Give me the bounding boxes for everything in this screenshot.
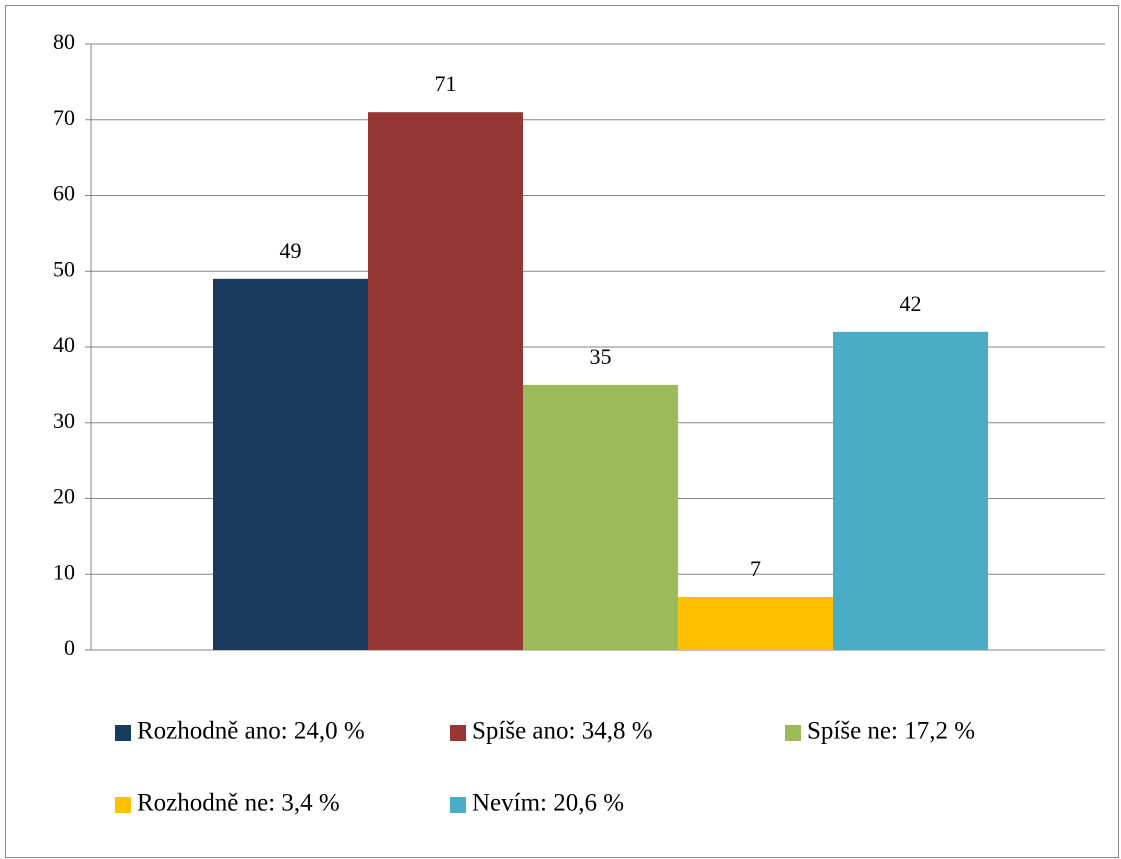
- y-tick-label: 30: [53, 408, 75, 433]
- y-tick-label: 10: [53, 559, 75, 584]
- legend-label: Rozhodně ano: 24,0 %: [137, 718, 365, 745]
- data-label: 71: [435, 71, 457, 96]
- y-tick-label: 60: [53, 181, 75, 206]
- legend-swatch: [450, 725, 466, 741]
- legend-label: Nevím: 20,6 %: [472, 790, 624, 817]
- y-tick-label: 0: [64, 635, 75, 660]
- legend-label: Rozhodně ne: 3,4 %: [137, 790, 340, 817]
- legend-swatch: [785, 725, 801, 741]
- data-label: 49: [280, 238, 302, 263]
- data-label: 7: [750, 556, 761, 581]
- legend-swatch: [450, 797, 466, 813]
- data-label: 42: [900, 291, 922, 316]
- legend-swatch: [115, 725, 131, 741]
- legend-label: Spíše ne: 17,2 %: [807, 718, 975, 745]
- bar: [213, 278, 368, 650]
- y-tick-label: 50: [53, 256, 75, 281]
- data-label: 35: [590, 344, 612, 369]
- y-tick-label: 70: [53, 105, 75, 130]
- y-tick-label: 20: [53, 484, 75, 509]
- bar: [523, 384, 678, 650]
- bar: [833, 331, 988, 650]
- bar: [368, 112, 523, 651]
- y-tick-label: 40: [53, 332, 75, 357]
- legend-swatch: [115, 797, 131, 813]
- y-tick-label: 80: [53, 29, 75, 54]
- legend-label: Spíše ano: 34,8 %: [472, 718, 653, 745]
- bar: [678, 596, 833, 650]
